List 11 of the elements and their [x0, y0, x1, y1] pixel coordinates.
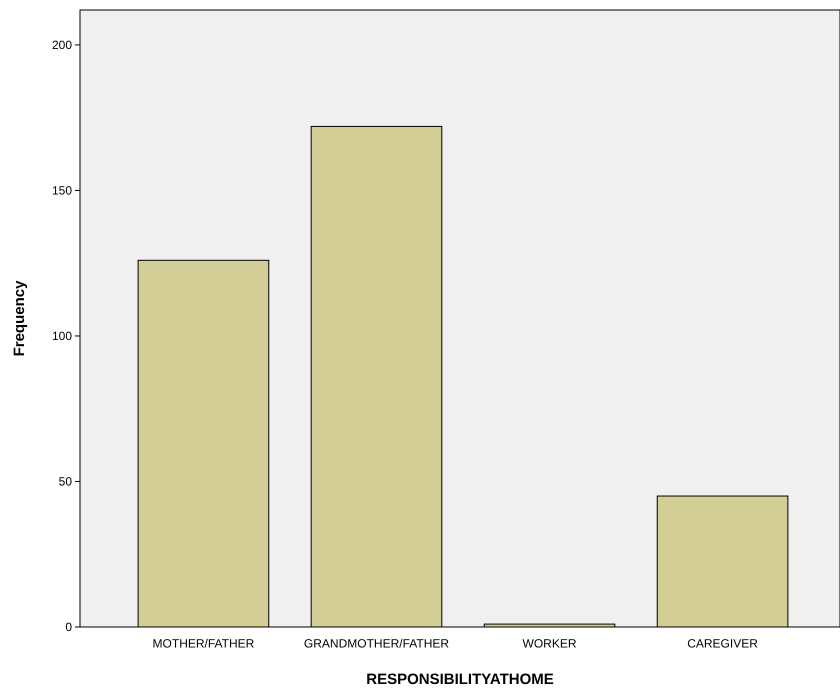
x-tick-label: GRANDMOTHER/FATHER: [304, 636, 450, 651]
x-tick-label: CAREGIVER: [687, 636, 758, 651]
y-tick-label: 150: [52, 183, 72, 198]
y-tick-label: 0: [65, 620, 72, 634]
x-axis-title: RESPONSIBILITYATHOME: [366, 671, 554, 688]
y-tick-label: 200: [52, 38, 72, 52]
y-axis-title: Frequency: [11, 280, 28, 356]
x-tick-label: MOTHER/FATHER: [152, 636, 255, 651]
y-tick-label: 50: [58, 474, 72, 488]
y-tick-label: 100: [52, 328, 72, 343]
x-tick-label: WORKER: [522, 636, 577, 651]
